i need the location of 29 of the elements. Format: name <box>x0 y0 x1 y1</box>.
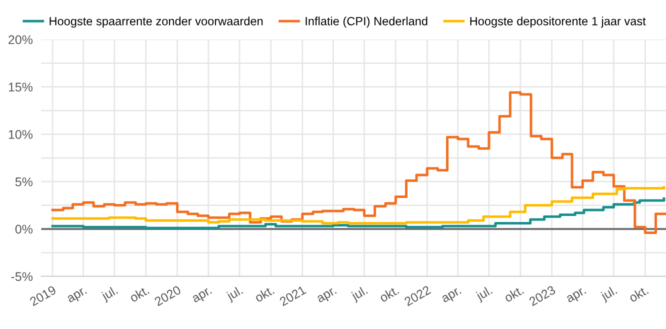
x-tick-label: apr. <box>192 287 214 305</box>
y-tick-label: 20% <box>8 35 33 44</box>
x-tick-label: okt. <box>628 285 649 302</box>
x-tick-label: jul. <box>600 285 619 303</box>
x-tick-label: apr. <box>316 287 338 305</box>
x-tick-label: jul. <box>350 285 370 303</box>
legend-label: Hoogste depositorente 1 jaar vast <box>470 16 646 28</box>
x-tick-label: okt. <box>378 285 400 302</box>
x-tick-label: jul. <box>474 285 494 303</box>
x-tick-label: 2023 <box>528 285 556 306</box>
y-tick-label: 10% <box>8 130 33 139</box>
x-tick-label: jul. <box>225 285 244 303</box>
legend-label: Inflatie (CPI) Nederland <box>306 16 428 28</box>
x-tick-label: jul. <box>100 285 120 303</box>
x-tick-label: 2020 <box>154 285 182 306</box>
y-tick-label: 5% <box>15 177 33 186</box>
x-tick-label: apr. <box>566 287 588 305</box>
x-tick-label: 2022 <box>404 285 432 306</box>
y-tick-label: -5% <box>11 272 33 282</box>
x-tick-label: apr. <box>441 287 463 305</box>
x-tick-label: okt. <box>503 285 524 302</box>
x-tick-label: okt. <box>254 285 275 302</box>
x-tick-label: apr. <box>66 287 88 305</box>
x-tick-label: okt. <box>128 285 150 302</box>
y-tick-label: 0% <box>15 224 33 234</box>
legend-label: Hoogste spaarrente zonder voorwaarden <box>50 16 263 28</box>
x-tick-label: 2019 <box>29 285 57 306</box>
y-tick-label: 15% <box>8 82 33 92</box>
x-tick-label: 2021 <box>279 285 306 306</box>
